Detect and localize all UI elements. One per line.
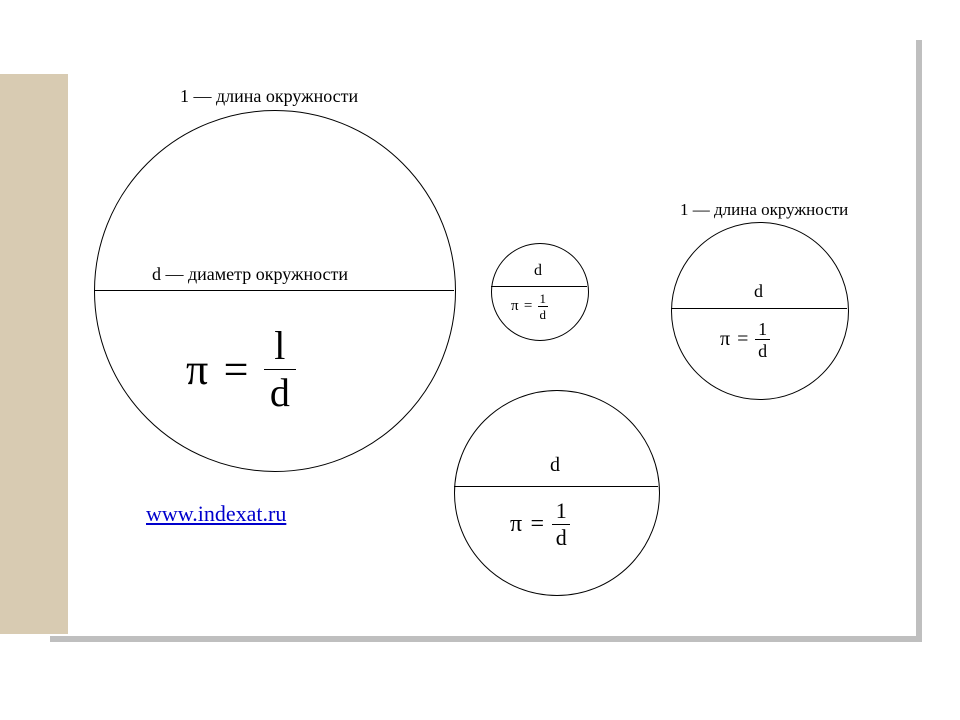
slide-shadow-right (916, 40, 922, 640)
pi-symbol: π (720, 328, 730, 351)
pi-symbol: π (511, 298, 519, 315)
slide-side-strip (0, 74, 68, 634)
small-circle-formula: π = 1 d (511, 292, 548, 321)
slide-shadow-bottom (50, 636, 922, 642)
fraction: 1 d (538, 292, 548, 321)
large-circle (94, 110, 456, 472)
large-circle-diameter-label: d — диаметр окружности (152, 264, 348, 285)
source-link[interactable]: www.indexat.ru (146, 501, 286, 527)
equals-symbol: = (524, 298, 532, 315)
pi-symbol: π (510, 511, 522, 538)
fraction-denominator: d (755, 339, 769, 359)
fraction-numerator: 1 (755, 320, 769, 339)
fraction-denominator: d (552, 524, 570, 549)
right-circle (671, 222, 849, 400)
fraction: 1 d (755, 320, 769, 360)
equals-symbol: = (737, 328, 748, 351)
large-circle-diameter-line (94, 290, 454, 291)
bottom-circle-diameter-line (454, 486, 658, 487)
small-circle-diameter-line (491, 286, 587, 287)
pi-symbol: π (186, 344, 208, 395)
bottom-circle-d-label: d (550, 454, 560, 477)
fraction-denominator: d (264, 369, 296, 413)
right-circle-formula: π = 1 d (720, 320, 770, 360)
fraction: l d (264, 326, 296, 413)
fraction: 1 d (552, 500, 570, 549)
diagram-stage: 1 — длина окружности d — диаметр окружно… (0, 0, 960, 720)
right-circle-top-label: 1 — длина окружности (680, 200, 848, 220)
small-circle-d-label: d (534, 262, 542, 280)
equals-symbol: = (224, 344, 249, 395)
equals-symbol: = (531, 511, 545, 538)
large-circle-formula: π = l d (186, 326, 296, 413)
large-circle-top-label: 1 — длина окружности (180, 86, 358, 107)
right-circle-diameter-line (671, 308, 847, 309)
fraction-numerator: 1 (538, 292, 548, 306)
bottom-circle-formula: π = 1 d (510, 500, 570, 549)
fraction-numerator: l (268, 326, 291, 369)
bottom-circle (454, 390, 660, 596)
fraction-numerator: 1 (552, 500, 570, 524)
fraction-denominator: d (538, 306, 548, 321)
right-circle-d-label: d (754, 281, 763, 302)
